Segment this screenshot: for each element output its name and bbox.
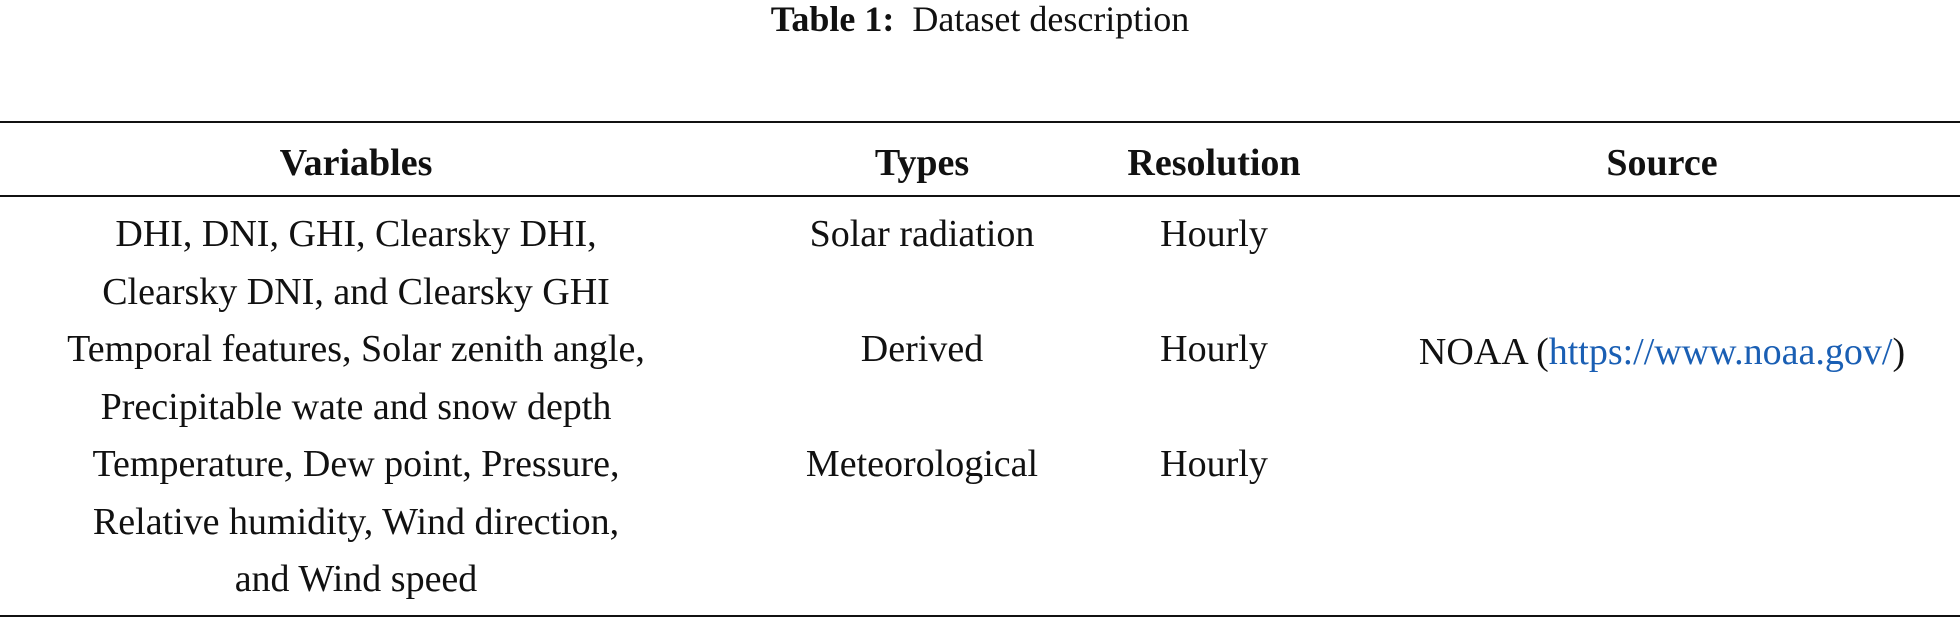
variables-cell: DHI, DNI, GHI, Clearsky DHI, [115, 213, 597, 255]
top-rule [0, 121, 1960, 123]
column-header: Variables [279, 142, 433, 184]
type-cell: Meteorological [805, 443, 1039, 485]
source-cell: NOAA (https://www.noaa.gov/) [1419, 333, 1905, 371]
bottom-rule [0, 615, 1960, 617]
variables-cell: Relative humidity, Wind direction, [92, 500, 620, 543]
source-link[interactable]: https://www.noaa.gov/ [1548, 331, 1893, 373]
variables-cell: Clearsky DNI, and Clearsky GHI [102, 270, 610, 313]
mid-rule [0, 195, 1960, 197]
variables-cell: Temporal features, Solar zenith angle, [67, 328, 645, 370]
resolution-cell: Hourly [1160, 213, 1268, 255]
column-header: Types [874, 142, 970, 184]
source-text: ) [1892, 331, 1906, 373]
variables-cell: Temperature, Dew point, Pressure, [92, 443, 620, 485]
resolution-cell: Hourly [1160, 443, 1268, 485]
caption-title: Dataset description [912, 0, 1190, 39]
type-cell: Derived [860, 328, 984, 370]
column-header: Source [1606, 142, 1718, 184]
caption: Table 1: Dataset description [771, 1, 1190, 37]
variables-cell: Precipitable wate and snow depth [100, 385, 612, 428]
column-header: Resolution [1127, 142, 1301, 184]
resolution-cell: Hourly [1160, 328, 1268, 370]
type-cell: Solar radiation [809, 213, 1035, 255]
caption-label: Table 1: [770, 0, 895, 39]
source-text: NOAA ( [1418, 331, 1549, 373]
variables-cell: and Wind speed [234, 558, 478, 600]
